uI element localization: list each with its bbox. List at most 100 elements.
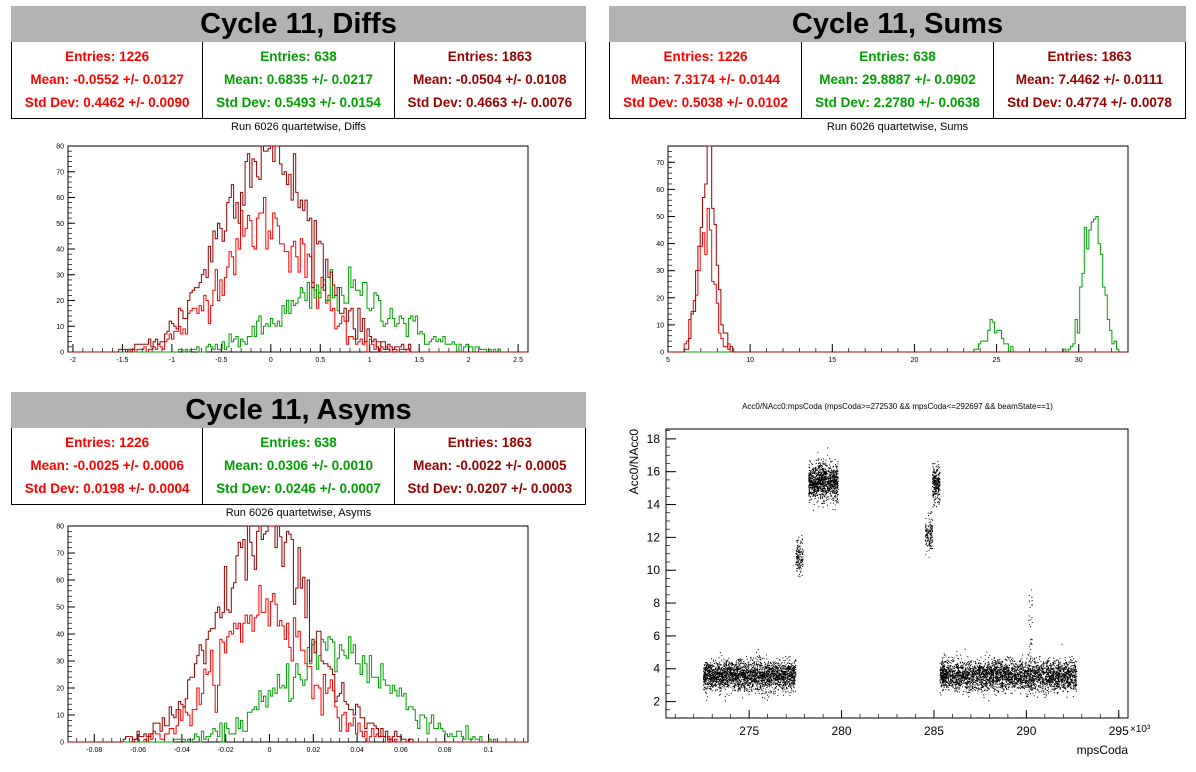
y-tick-label: 60 (656, 187, 664, 194)
y-tick-label: 50 (56, 605, 64, 612)
sums-stats-green: Entries: 638 Mean: 29.8887 +/- 0.0902 St… (802, 42, 994, 118)
y-axis-label: Acc0/NAcc0 (627, 429, 641, 495)
x-tick-label: -0.02 (218, 747, 234, 754)
y-tick-label: 2 (653, 695, 660, 709)
stat-entries: Entries: 638 (859, 48, 936, 64)
stat-entries: Entries: 1863 (447, 48, 532, 64)
scatter-title: Acc0/NAcc0:mpsCoda (mpsCoda>=272530 && m… (742, 402, 1053, 411)
y-tick-label: 8 (653, 596, 660, 610)
stat-mean: Mean: -0.0022 +/- 0.0005 (413, 457, 567, 473)
asyms-stats-green: Entries: 638 Mean: 0.0306 +/- 0.0010 Std… (203, 428, 395, 504)
stat-std: Std Dev: 0.5038 +/- 0.0102 (623, 95, 788, 111)
y-tick-label: 0 (60, 740, 64, 747)
asyms-stats-red: Entries: 1226 Mean: -0.0025 +/- 0.0006 S… (12, 428, 204, 504)
x-tick-label: 20 (911, 357, 919, 364)
stat-std: Std Dev: 0.0246 +/- 0.0007 (216, 481, 381, 497)
scatter-plot: 275 280 285 290 295 2 4 6 8 10 12 14 16 18 mpsCoda×10³… (627, 428, 1151, 757)
stat-mean: Mean: 7.4462 +/- 0.0111 (1015, 71, 1164, 87)
x-tick-label: 0.02 (307, 747, 321, 754)
stat-std: Std Dev: 0.4774 +/- 0.0078 (1007, 95, 1172, 111)
x-tick-label: 0 (268, 747, 272, 754)
stat-mean: Mean: -0.0025 +/- 0.0006 (30, 457, 184, 473)
histogram-series-darkred (68, 145, 528, 353)
y-tick-label: 40 (56, 632, 64, 639)
x-tick-label: 2 (467, 357, 471, 364)
asyms-stats-box: Entries: 1226 Mean: -0.0025 +/- 0.0006 S… (11, 428, 586, 505)
x-tick-label: 1.5 (414, 357, 424, 364)
histogram-series-red (668, 207, 1128, 353)
x-tick-label: -1.5 (116, 357, 128, 364)
sums-histogram: 5 10 15 20 25 30 0 10 20 30 40 50 60 70 (656, 145, 1129, 364)
histogram-series-red (68, 584, 528, 743)
y-tick-label: 6 (653, 629, 660, 643)
diffs-subtitle: Run 6026 quartetwise, Diffs (231, 121, 366, 133)
stat-entries: Entries: 1226 (65, 48, 150, 64)
x-tick-label: 1 (368, 357, 372, 364)
asyms-stats-darkred: Entries: 1863 Mean: -0.0022 +/- 0.0005 S… (395, 428, 585, 504)
x-tick-label: 285 (924, 724, 944, 738)
histogram-series-green (68, 266, 528, 353)
y-tick-label: 0 (660, 350, 664, 357)
y-tick-label: 80 (56, 524, 64, 531)
x-tick-label: 5 (666, 357, 670, 364)
x-tick-label: 0 (269, 357, 273, 364)
y-tick-label: 20 (56, 298, 64, 305)
histogram-series-darkred (68, 525, 528, 743)
asyms-subtitle: Run 6026 quartetwise, Asyms (225, 507, 372, 519)
diffs-stats-darkred: Entries: 1863 Mean: -0.0504 +/- 0.0108 S… (395, 42, 585, 118)
asyms-histogram: -0.08 -0.06 -0.04 -0.02 0 0.02 0.04 0.06 0.08 0.1… (56, 524, 529, 754)
y-tick-label: 20 (56, 686, 64, 693)
x-tick-label: 280 (832, 724, 852, 738)
x-tick-label: -1 (169, 357, 175, 364)
x-axis-multiplier: ×10³ (1130, 724, 1151, 735)
stat-std: Std Dev: 0.0207 +/- 0.0003 (407, 481, 573, 497)
stat-std: Std Dev: 2.2780 +/- 0.0638 (815, 95, 980, 111)
stat-entries: Entries: 638 (260, 434, 337, 450)
x-tick-label: 0.04 (350, 747, 364, 754)
sums-stats-box: Entries: 1226 Mean: 7.3174 +/- 0.0144 St… (609, 42, 1186, 119)
y-tick-label: 60 (56, 195, 64, 202)
histogram-series-darkred (668, 145, 1128, 353)
stat-entries: Entries: 1226 (663, 48, 748, 64)
stat-entries: Entries: 1226 (65, 434, 150, 450)
scatter-points (703, 447, 1078, 702)
stat-std: Std Dev: 0.4462 +/- 0.0090 (24, 95, 190, 111)
x-tick-label: 0.1 (484, 747, 494, 754)
y-tick-label: 10 (56, 324, 64, 331)
diffs-stats-green: Entries: 638 Mean: 0.6835 +/- 0.0217 Std… (203, 42, 395, 118)
diffs-stats-red: Entries: 1226 Mean: -0.0552 +/- 0.0127 S… (12, 42, 204, 118)
y-tick-label: 16 (647, 465, 661, 479)
y-tick-label: 12 (647, 530, 661, 544)
stat-entries: Entries: 638 (260, 48, 337, 64)
y-tick-label: 30 (56, 659, 64, 666)
x-tick-label: 25 (993, 357, 1001, 364)
diffs-title: Cycle 11, Diffs (11, 6, 586, 42)
y-tick-label: 4 (653, 662, 660, 676)
y-tick-label: 10 (56, 713, 64, 720)
y-tick-label: 14 (647, 498, 661, 512)
y-tick-label: 10 (656, 322, 664, 329)
stat-mean: Mean: 7.3174 +/- 0.0144 (631, 71, 780, 87)
diffs-stats-box: Entries: 1226 Mean: -0.0552 +/- 0.0127 S… (11, 42, 586, 119)
stat-mean: Mean: -0.0552 +/- 0.0127 (30, 71, 184, 87)
stat-std: Std Dev: 0.0198 +/- 0.0004 (24, 481, 190, 497)
histogram-series-green (668, 215, 1128, 353)
y-tick-label: 10 (647, 563, 661, 577)
stat-std: Std Dev: 0.5493 +/- 0.0154 (216, 95, 381, 111)
plot-frame (67, 145, 529, 353)
y-tick-label: 40 (656, 241, 664, 248)
stat-entries: Entries: 1863 (1047, 48, 1132, 64)
x-tick-label: -2 (70, 357, 76, 364)
y-tick-label: 18 (647, 432, 661, 446)
y-tick-label: 50 (656, 214, 664, 221)
histogram-series-green (68, 636, 528, 743)
stat-std: Std Dev: 0.4663 +/- 0.0076 (407, 95, 573, 111)
y-tick-label: 70 (656, 160, 664, 167)
x-tick-label: -0.06 (130, 747, 146, 754)
sums-subtitle: Run 6026 quartetwise, Sums (826, 121, 969, 133)
y-tick-label: 80 (56, 144, 64, 151)
stat-entries: Entries: 1863 (447, 434, 532, 450)
stat-mean: Mean: 29.8887 +/- 0.0902 (819, 71, 976, 87)
sums-stats-red: Entries: 1226 Mean: 7.3174 +/- 0.0144 St… (610, 42, 802, 118)
x-tick-label: 290 (1016, 724, 1036, 738)
